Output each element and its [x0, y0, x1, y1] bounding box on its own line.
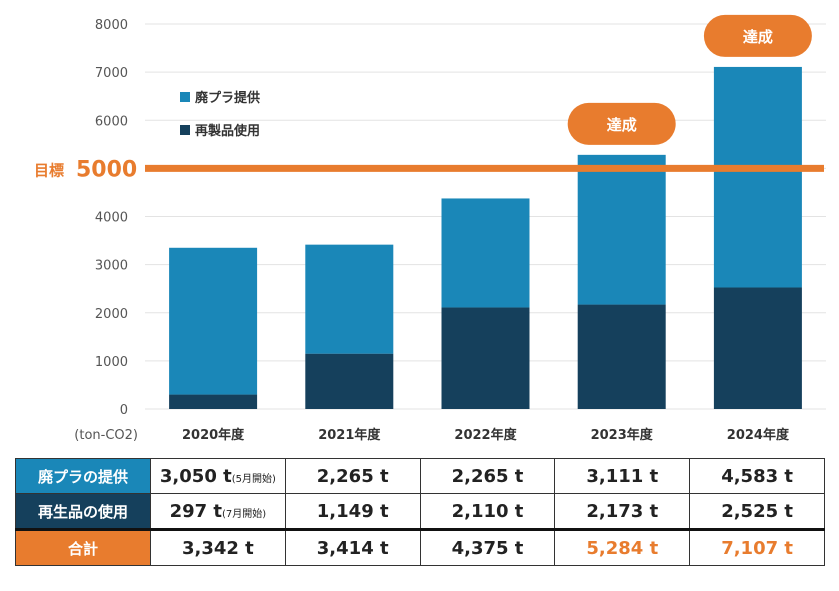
table-cell: 7,107 t	[689, 528, 825, 566]
bar-segment	[713, 66, 802, 288]
legend-swatch	[180, 92, 190, 102]
table-body: 廃プラの提供 3,050 t(5月開始) 2,265 t 2,265 t 3,111 t…	[15, 458, 825, 566]
bar-segment	[169, 394, 258, 409]
cell-value: 2,265 t	[316, 465, 389, 487]
x-category-label: 2022年度	[454, 427, 517, 443]
legend-label: 廃プラ提供	[194, 90, 260, 106]
cell-value: 3,342 t	[181, 537, 254, 559]
table-cell: 3,050 t(5月開始)	[150, 458, 286, 494]
row-header: 再生品の使用	[15, 493, 151, 530]
table-cell: 5,284 t	[554, 528, 691, 566]
row-header: 合計	[15, 528, 151, 566]
data-table: 廃プラの提供 3,050 t(5月開始) 2,265 t 2,265 t 3,111 t…	[15, 458, 825, 566]
table-cell: 2,265 t	[284, 458, 421, 494]
table-row: 廃プラの提供 3,050 t(5月開始) 2,265 t 2,265 t 3,111 t…	[15, 458, 825, 494]
y-tick-label: 4000	[95, 211, 128, 226]
table-cell: 3,414 t	[284, 528, 421, 566]
row-header: 廃プラの提供	[15, 458, 151, 494]
y-tick-label: 8000	[95, 18, 128, 33]
table-cell: 3,342 t	[150, 528, 286, 566]
table-cell: 2,110 t	[419, 493, 556, 530]
y-tick-label: 6000	[95, 114, 128, 129]
y-tick-label: 2000	[95, 307, 128, 322]
cell-value: 2,265 t	[451, 465, 524, 487]
legend-label: 再製品使用	[195, 123, 260, 139]
table-row: 合計 3,342 t 3,414 t 4,375 t 5,284 t 7,107 t	[15, 528, 825, 566]
legend-swatch	[180, 125, 190, 135]
cell-value: 3,414 t	[316, 537, 389, 559]
cell-note: (5月開始)	[231, 473, 276, 485]
unit-label: (ton-CO2)	[74, 428, 138, 443]
achieved-badge-text: 達成	[743, 28, 773, 46]
table-cell: 4,583 t	[689, 458, 825, 494]
cell-value: 4,375 t	[451, 537, 524, 559]
table-cell: 2,265 t	[419, 458, 556, 494]
target-line-group: 目標 5000	[34, 157, 824, 182]
table-cell: 4,375 t	[419, 528, 556, 566]
x-category-label: 2023年度	[591, 427, 654, 443]
cell-value: 2,110 t	[451, 500, 524, 522]
y-tick-labels: 0 1000 2000 3000 4000 6000 7000 8000	[95, 18, 128, 418]
table-cell: 1,149 t	[284, 493, 421, 530]
bars	[169, 66, 802, 409]
achieved-badge	[567, 102, 676, 145]
bar-segment	[577, 304, 666, 409]
x-category-labels: 2020年度 2021年度 2022年度 2023年度 2024年度	[182, 427, 790, 443]
y-tick-label: 3000	[95, 259, 128, 274]
cell-value: 2,525 t	[721, 500, 793, 522]
x-category-label: 2020年度	[182, 427, 245, 443]
bar-segment	[305, 244, 394, 354]
cell-value: 5,284 t	[586, 537, 659, 559]
cell-note: (7月開始)	[222, 508, 267, 520]
bar-segment	[441, 307, 530, 409]
y-tick-label: 7000	[95, 66, 128, 81]
target-label: 目標	[34, 161, 64, 179]
bar-segment	[169, 247, 258, 395]
bar-segment	[305, 353, 394, 409]
cell-value: 7,107 t	[721, 537, 793, 559]
cell-value: 3,050 t	[159, 465, 232, 487]
table-row: 再生品の使用 297 t(7月開始) 1,149 t 2,110 t 2,173 t 2,…	[15, 493, 825, 530]
y-tick-label: 0	[120, 403, 128, 418]
cell-value: 2,173 t	[586, 500, 659, 522]
bar-segment	[577, 154, 666, 305]
bar-segment	[713, 287, 802, 409]
achieved-badge-text: 達成	[607, 116, 637, 134]
cell-value: 297 t	[169, 500, 223, 522]
cell-value: 1,149 t	[316, 500, 389, 522]
y-tick-label: 1000	[95, 355, 128, 370]
table-cell: 2,525 t	[689, 493, 825, 530]
table-cell: 297 t(7月開始)	[150, 493, 286, 530]
x-category-label: 2024年度	[727, 427, 790, 443]
table-cell: 2,173 t	[554, 493, 691, 530]
cell-value: 4,583 t	[721, 465, 793, 487]
achieved-badge	[703, 14, 812, 57]
target-value: 5000	[76, 157, 137, 182]
cell-value: 3,111 t	[586, 465, 659, 487]
bar-segment	[441, 198, 530, 308]
table-cell: 3,111 t	[554, 458, 691, 494]
x-category-label: 2021年度	[318, 427, 381, 443]
